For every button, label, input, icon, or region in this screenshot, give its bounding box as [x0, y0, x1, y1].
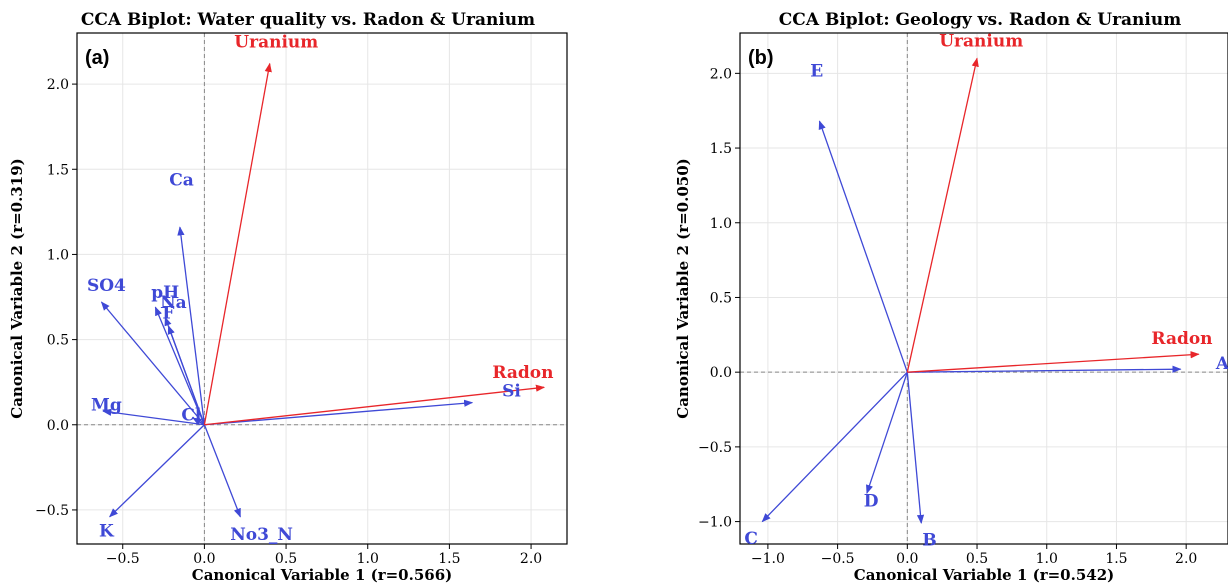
- x-axis-label: Canonical Variable 1 (r=0.542): [854, 566, 1115, 584]
- predictor-label-mg: Mg: [91, 395, 122, 415]
- y-tick-label: 0.0: [47, 418, 69, 434]
- y-tick-label: −1.0: [698, 515, 732, 531]
- predictor-label-so4: SO4: [87, 276, 126, 296]
- x-tick-label: 1.0: [357, 551, 379, 567]
- predictor-vector-b: [906, 372, 925, 524]
- predictor-vector-k: [109, 424, 205, 518]
- x-tick-label: −0.5: [106, 551, 140, 567]
- y-tick-label: 2.0: [710, 66, 732, 82]
- x-tick-label: −1.0: [751, 551, 785, 567]
- x-tick-label: 1.0: [1036, 551, 1058, 567]
- panel-label: (a): [85, 47, 109, 69]
- predictor-label-k: K: [99, 521, 115, 541]
- response-label-uranium: Uranium: [234, 33, 318, 53]
- response-label-uranium: Uranium: [939, 31, 1023, 51]
- y-tick-label: 1.0: [710, 216, 732, 232]
- predictor-vector-ca: [177, 226, 206, 425]
- panel-label: (b): [748, 47, 774, 69]
- x-tick-label: 1.5: [438, 551, 460, 567]
- predictor-label-f: F: [162, 303, 174, 323]
- y-tick-label: 0.0: [710, 365, 732, 381]
- y-axis-label: Canonical Variable 2 (r=0.319): [8, 158, 26, 419]
- y-tick-label: 1.5: [710, 141, 732, 157]
- x-tick-label: 2.0: [1175, 551, 1197, 567]
- y-axis-label: Canonical Variable 2 (r=0.050): [674, 158, 692, 419]
- predictor-vector-mg: [102, 408, 205, 426]
- predictor-label-b: B: [922, 531, 936, 551]
- biplot-panel-1: −0.5 0.0 0.5 1.0 1.5 2.0 −0.5 0.0 0.5 1.0 1.5 2.0 CC…: [8, 10, 568, 584]
- x-tick-label: −0.5: [821, 551, 855, 567]
- predictor-vector-so4: [100, 301, 205, 426]
- biplot-panel-2: −1.0 −0.5 0.0 0.5 1.0 1.5 2.0 −1.0 −0.5 0.0 0.5 1.0…: [674, 10, 1228, 584]
- predictor-vector-si: [204, 399, 474, 426]
- chart-title: CCA Biplot: Geology vs. Radon & Uranium: [779, 10, 1181, 30]
- response-vector-radon: [204, 384, 546, 426]
- plot-frame: [76, 32, 568, 545]
- predictor-label-c: C: [744, 529, 758, 549]
- y-tick-label: 2.0: [47, 77, 69, 93]
- x-tick-label: 0.5: [966, 551, 988, 567]
- y-tick-label: −0.5: [698, 440, 732, 456]
- y-tick-label: 0.5: [710, 290, 732, 306]
- x-tick-label: 2.0: [520, 551, 542, 567]
- predictor-vector-no3_n: [203, 424, 241, 518]
- x-tick-label: 0.0: [896, 551, 918, 567]
- predictor-label-no3_n: No3_N: [230, 525, 293, 545]
- x-tick-label: 0.0: [193, 551, 215, 567]
- y-tick-label: 1.0: [47, 247, 69, 263]
- predictor-vector-e: [818, 120, 908, 373]
- predictor-label-ca: Ca: [169, 170, 194, 190]
- predictor-label-ph: pH: [151, 283, 179, 303]
- predictor-label-e: E: [810, 61, 823, 81]
- y-tick-label: −0.5: [35, 503, 69, 519]
- predictor-label-a: A: [1215, 354, 1228, 374]
- x-tick-label: 0.5: [275, 551, 297, 567]
- predictor-label-si: Si: [502, 382, 521, 402]
- response-vector-radon: [907, 351, 1200, 373]
- predictor-vector-ph: [154, 306, 205, 426]
- plot-frame: [739, 32, 1228, 545]
- predictor-vector-cl: [192, 417, 205, 426]
- y-tick-label: 1.5: [47, 162, 69, 178]
- predictor-label-na: Na: [160, 293, 187, 313]
- response-label-radon: Radon: [492, 363, 553, 383]
- chart-title: CCA Biplot: Water quality vs. Radon & Ur…: [81, 10, 535, 30]
- predictor-label-d: D: [864, 492, 879, 512]
- response-vector-uranium: [906, 57, 979, 373]
- predictor-vector-a: [907, 365, 1182, 373]
- x-axis-label: Canonical Variable 1 (r=0.566): [192, 566, 453, 584]
- predictor-vector-d: [866, 371, 908, 495]
- response-vector-uranium: [203, 62, 272, 425]
- y-tick-label: 0.5: [47, 333, 69, 349]
- predictor-label-cl: Cl: [181, 406, 202, 426]
- response-label-radon: Radon: [1151, 329, 1212, 349]
- predictor-vector-c: [761, 371, 908, 523]
- x-tick-label: 1.5: [1105, 551, 1127, 567]
- predictor-vector-f: [167, 325, 206, 425]
